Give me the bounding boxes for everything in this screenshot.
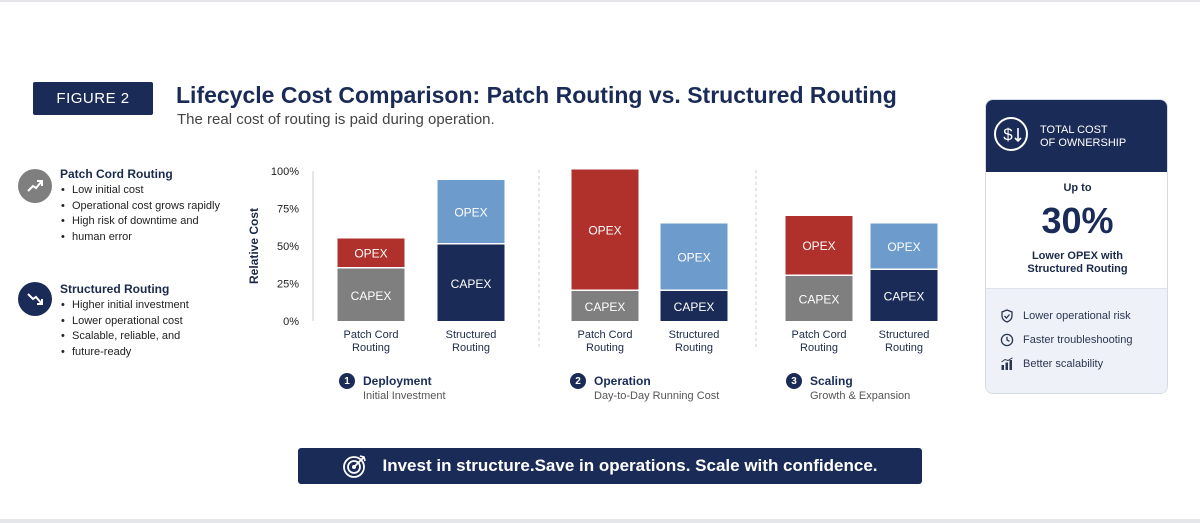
tco-benefits: Lower operational risk Faster troublesho… xyxy=(986,288,1167,393)
bar-label-capex: CAPEX xyxy=(451,277,492,291)
benefit-label: Better scalability xyxy=(1023,358,1104,370)
tco-title: TOTAL COST OF OWNERSHIP xyxy=(1040,124,1160,150)
stage-name: Deployment xyxy=(363,374,432,388)
benefit-item: Lower operational risk xyxy=(1000,308,1131,324)
bar-capex xyxy=(660,291,728,321)
stage-name: Operation xyxy=(594,374,651,388)
bar-label-opex: OPEX xyxy=(588,223,621,237)
tco-title-line: TOTAL COST xyxy=(1040,124,1108,136)
y-tick-label: 100% xyxy=(271,166,299,178)
tco-title-line: OF OWNERSHIP xyxy=(1040,137,1127,149)
target-icon xyxy=(343,455,367,478)
bullet-item: Operational cost grows rapidly xyxy=(60,199,260,215)
x-tick-label: Structured Routing xyxy=(879,329,930,354)
y-tick-label: 75% xyxy=(277,204,299,216)
benefit-label: Lower operational risk xyxy=(1023,310,1131,322)
bar-capex xyxy=(785,276,853,321)
bar-opex xyxy=(785,216,853,275)
bar-label-opex: OPEX xyxy=(802,239,835,253)
x-tick-label: Patch Cord Routing xyxy=(343,329,398,354)
tagline-text: Invest in structure.Save in operations. … xyxy=(382,456,878,475)
bar-capex xyxy=(870,270,938,321)
bullet-item: High risk of downtime and xyxy=(60,214,260,230)
top-border xyxy=(0,0,1200,2)
bullet-item: human error xyxy=(60,230,260,246)
clock-icon xyxy=(1000,333,1014,347)
tco-value: 30% xyxy=(1041,200,1114,241)
y-axis-title: Relative Cost xyxy=(247,208,261,284)
bar-label-capex: CAPEX xyxy=(351,289,392,303)
tco-subtext-line: Lower OPEX with xyxy=(1031,250,1124,262)
tco-subtext-line: Structured Routing xyxy=(1027,263,1128,275)
svg-text:$: $ xyxy=(1003,125,1013,144)
stage-desc: Day-to-Day Running Cost xyxy=(594,390,720,402)
bar-opex xyxy=(337,238,405,267)
y-tick-label: 50% xyxy=(277,241,299,253)
bar-label-opex: OPEX xyxy=(354,247,387,261)
y-tick-label: 25% xyxy=(277,279,299,291)
bullet-item: future-ready xyxy=(60,345,260,361)
stage-desc: Growth & Expansion xyxy=(810,390,911,402)
approach-name: Structured Routing xyxy=(60,282,170,296)
bullet-item: Scalable, reliable, and xyxy=(60,329,260,345)
bar-capex xyxy=(437,244,505,321)
stage-name: Scaling xyxy=(810,374,853,388)
approach-bullets: Higher initial investment Lower operatio… xyxy=(60,298,260,360)
page-subtitle: The real cost of routing is paid during … xyxy=(177,111,495,128)
bar-opex xyxy=(437,180,505,243)
bullet-item: Higher initial investment xyxy=(60,298,260,314)
tco-upto: Up to xyxy=(1063,182,1092,194)
bar-capex xyxy=(571,291,639,321)
x-tick-label: Structured Routing xyxy=(669,329,720,354)
trend-down-icon xyxy=(18,282,52,316)
page-title: Lifecycle Cost Comparison: Patch Routing… xyxy=(176,82,897,108)
stage-number: 2 xyxy=(570,373,586,389)
bar-opex xyxy=(660,223,728,290)
bar-label-capex: CAPEX xyxy=(674,300,715,314)
benefit-item: Faster troubleshooting xyxy=(1000,332,1132,348)
dollar-down-icon: $ xyxy=(994,117,1028,151)
bar-label-capex: CAPEX xyxy=(884,290,925,304)
benefit-item: Better scalability xyxy=(1000,356,1103,372)
tco-card: $ TOTAL COST OF OWNERSHIP Up to 30% Lowe… xyxy=(985,99,1168,394)
bar-label-opex: OPEX xyxy=(677,250,710,264)
trend-up-icon xyxy=(18,169,52,203)
bottom-border xyxy=(0,519,1200,523)
bar-growth-icon xyxy=(1001,357,1013,370)
cost-chart: Relative Cost 0% 25% 50% 75% 100% CAPEX OPEX Pat… xyxy=(247,166,938,354)
bar-label-opex: OPEX xyxy=(454,205,487,219)
tco-header: $ TOTAL COST OF OWNERSHIP xyxy=(986,100,1167,172)
x-tick-label: Patch Cord Routing xyxy=(791,329,846,354)
tco-subtext: Lower OPEX with Structured Routing xyxy=(1006,250,1149,276)
x-tick-label: Patch Cord Routing xyxy=(577,329,632,354)
figure-badge: FIGURE 2 xyxy=(33,82,153,115)
y-tick-label: 0% xyxy=(283,316,299,328)
stage-desc: Initial Investment xyxy=(363,390,446,402)
approach-bullets: Low initial cost Operational cost grows … xyxy=(60,183,260,245)
bullet-item: Lower operational cost xyxy=(60,314,260,330)
shield-check-icon xyxy=(1001,309,1013,323)
bar-label-opex: OPEX xyxy=(887,240,920,254)
stage-number: 3 xyxy=(786,373,802,389)
bar-label-capex: CAPEX xyxy=(799,293,840,307)
bar-label-capex: CAPEX xyxy=(585,300,626,314)
approach-name: Patch Cord Routing xyxy=(60,167,173,181)
tagline-banner: Invest in structure.Save in operations. … xyxy=(298,448,922,484)
bar-opex xyxy=(571,169,639,290)
benefit-label: Faster troubleshooting xyxy=(1023,334,1133,346)
bar-opex xyxy=(870,223,938,269)
x-tick-label: Structured Routing xyxy=(446,329,497,354)
bar-capex xyxy=(337,268,405,321)
stage-number: 1 xyxy=(339,373,355,389)
bullet-item: Low initial cost xyxy=(60,183,260,199)
